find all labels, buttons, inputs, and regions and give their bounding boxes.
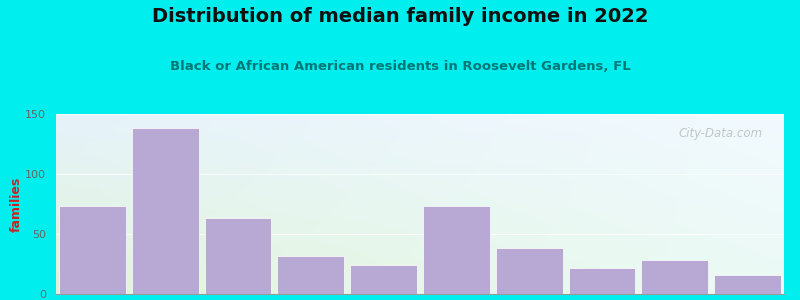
Bar — [350, 265, 417, 294]
Bar — [569, 268, 635, 294]
Bar — [205, 218, 271, 294]
Bar — [642, 260, 708, 294]
Bar — [714, 275, 781, 294]
Bar — [132, 128, 198, 294]
Bar — [496, 248, 562, 294]
Text: City-Data.com: City-Data.com — [678, 127, 762, 140]
Bar — [59, 206, 126, 294]
Text: Distribution of median family income in 2022: Distribution of median family income in … — [152, 8, 648, 26]
Y-axis label: families: families — [10, 176, 22, 232]
Bar — [423, 206, 490, 294]
Text: Black or African American residents in Roosevelt Gardens, FL: Black or African American residents in R… — [170, 60, 630, 73]
Bar — [278, 256, 344, 294]
